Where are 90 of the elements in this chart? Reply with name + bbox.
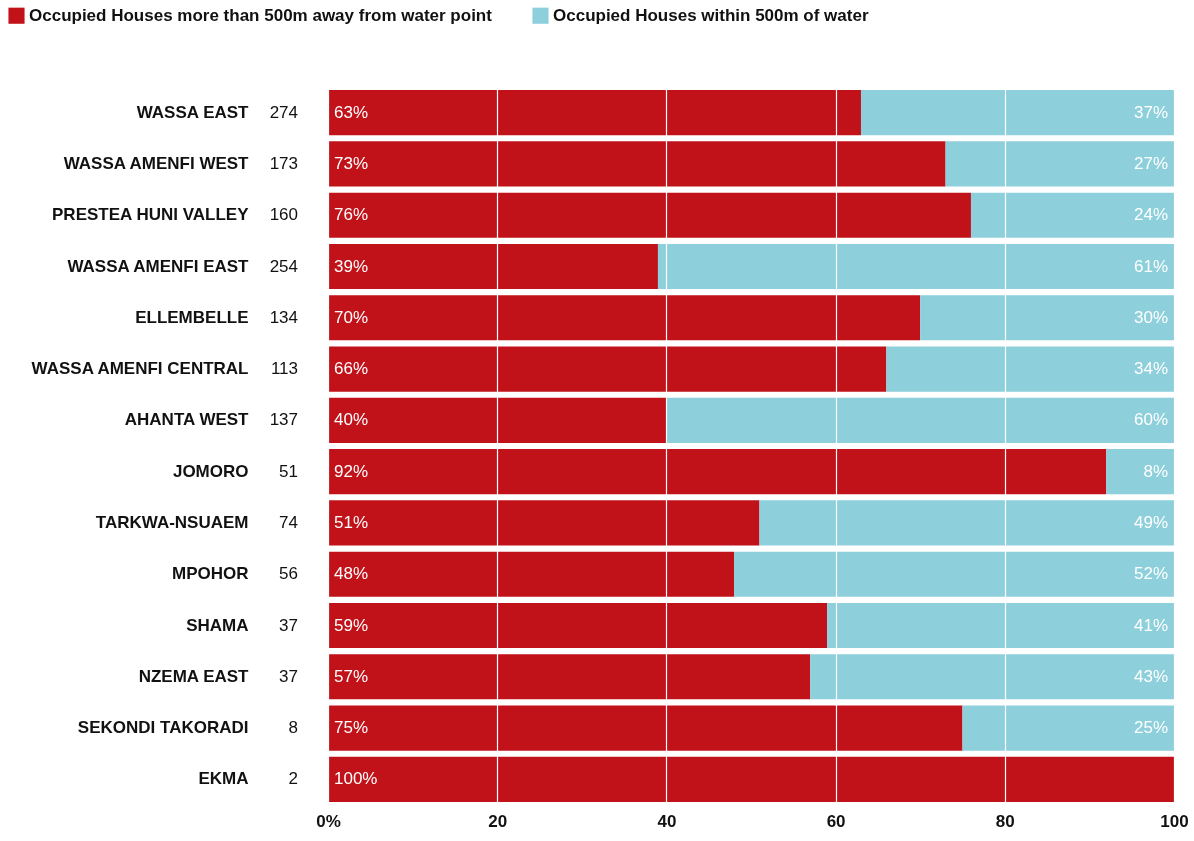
bar xyxy=(328,295,921,341)
bar xyxy=(945,141,1174,187)
y-tick-label: MPOHOR xyxy=(172,564,249,584)
text: 2 xyxy=(288,769,298,789)
text: 274 xyxy=(269,102,298,122)
data-label: 8% xyxy=(1143,461,1168,481)
text: 134 xyxy=(269,307,298,327)
bar xyxy=(827,602,1174,649)
y-tick-label: ELLEMBELLE xyxy=(135,307,249,327)
x-tick-label: 40 xyxy=(657,811,677,831)
data-label: 52% xyxy=(1133,564,1168,584)
bar xyxy=(328,192,971,238)
data-label: 39% xyxy=(334,256,369,276)
y-tick-label: EKMA xyxy=(198,769,249,789)
data-label: 43% xyxy=(1133,666,1168,686)
y-tick-label: SEKONDI TAKORADI xyxy=(77,718,249,738)
bar xyxy=(970,192,1174,238)
data-label: 57% xyxy=(334,666,369,686)
data-label: 48% xyxy=(334,564,369,584)
data-label: 76% xyxy=(334,205,369,225)
x-tick-label: 80 xyxy=(995,811,1015,831)
text: 37 xyxy=(279,666,298,686)
data-label: 41% xyxy=(1133,615,1168,635)
bar xyxy=(328,243,658,290)
text: 160 xyxy=(269,205,298,225)
legend-label: Occupied Houses more than 500m away from water point xyxy=(29,5,493,25)
bar xyxy=(962,705,1174,751)
text: 254 xyxy=(269,256,298,276)
data-label: 40% xyxy=(334,410,369,430)
data-label: 24% xyxy=(1133,205,1168,225)
x-tick-label: 100 xyxy=(1160,811,1189,831)
bar xyxy=(328,90,861,136)
bar xyxy=(666,397,1174,443)
bar xyxy=(886,346,1174,392)
data-label: 60% xyxy=(1133,410,1168,430)
bar xyxy=(920,295,1174,341)
data-label: 66% xyxy=(334,359,369,379)
data-label: 49% xyxy=(1133,512,1168,532)
bar xyxy=(734,551,1174,597)
x-tick-label: 60 xyxy=(826,811,846,831)
y-tick-label: WASSA EAST xyxy=(136,102,250,122)
y-tick-label: SHAMA xyxy=(186,615,249,635)
data-label: 34% xyxy=(1133,359,1168,379)
text: 173 xyxy=(269,153,298,173)
bar xyxy=(657,243,1174,290)
data-label: 70% xyxy=(334,307,369,327)
x-tick-label: 0% xyxy=(316,811,341,831)
bar xyxy=(1106,449,1174,495)
bar xyxy=(328,551,735,597)
data-label: 61% xyxy=(1133,256,1168,276)
y-tick-label: WASSA AMENFI CENTRAL xyxy=(31,359,249,379)
y-tick-label: WASSA AMENFI WEST xyxy=(63,153,250,173)
text: 8 xyxy=(288,718,298,738)
bar xyxy=(328,346,887,392)
text: 51 xyxy=(279,461,298,481)
data-label: 27% xyxy=(1133,153,1168,173)
data-label: 59% xyxy=(334,615,369,635)
bar xyxy=(810,654,1174,700)
data-label: 37% xyxy=(1133,102,1168,122)
data-label: 73% xyxy=(334,153,369,173)
data-label: 100% xyxy=(334,769,378,789)
bar xyxy=(328,141,946,187)
bar xyxy=(759,500,1174,546)
y-tick-label: JOMORO xyxy=(172,461,249,481)
bar xyxy=(328,397,667,443)
text: 37 xyxy=(279,615,298,635)
data-label: 25% xyxy=(1133,718,1168,738)
data-label: 51% xyxy=(334,512,369,532)
x-tick-label: 20 xyxy=(488,811,508,831)
bar xyxy=(860,90,1174,136)
y-tick-label: AHANTA WEST xyxy=(124,410,250,430)
y-tick-label: PRESTEA HUNI VALLEY xyxy=(52,205,250,225)
data-label: 92% xyxy=(334,461,369,481)
data-label: 75% xyxy=(334,718,369,738)
bar xyxy=(328,705,963,751)
bar xyxy=(328,449,1107,495)
text: 56 xyxy=(279,564,298,584)
text: 74 xyxy=(279,512,298,532)
bar xyxy=(328,654,811,700)
y-tick-label: TARKWA-NSUAEM xyxy=(95,512,249,532)
text: 137 xyxy=(269,410,298,430)
text: 113 xyxy=(270,359,298,379)
bar xyxy=(328,500,760,546)
bar xyxy=(328,602,828,649)
data-label: 30% xyxy=(1133,307,1168,327)
y-tick-label: WASSA AMENFI EAST xyxy=(67,256,250,276)
data-label: 63% xyxy=(334,102,369,122)
y-tick-label: NZEMA EAST xyxy=(138,666,250,686)
legend-label: Occupied Houses within 500m of water xyxy=(553,5,869,25)
bar xyxy=(328,756,1174,802)
